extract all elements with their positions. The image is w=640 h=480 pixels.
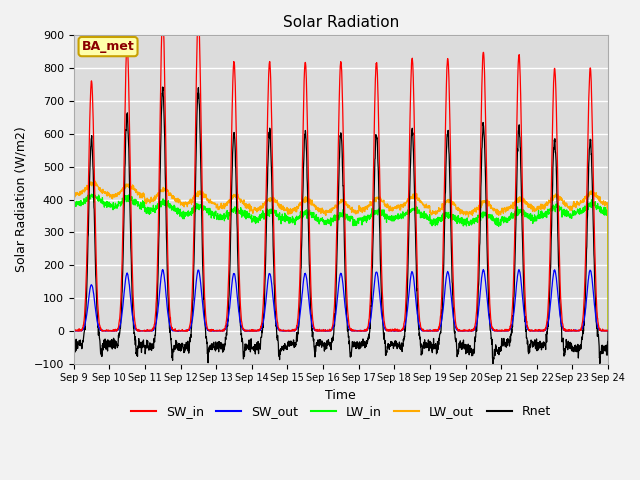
LW_in bbox=[572, 211, 580, 217]
SW_in bbox=[219, 327, 227, 333]
SW_out bbox=[572, 328, 580, 334]
SW_out bbox=[368, 306, 376, 312]
Text: BA_met: BA_met bbox=[82, 40, 134, 53]
LW_in bbox=[496, 222, 504, 228]
LW_in bbox=[70, 199, 77, 205]
Line: LW_out: LW_out bbox=[74, 181, 608, 331]
Line: LW_in: LW_in bbox=[74, 194, 608, 331]
SW_out bbox=[515, 267, 523, 273]
LW_in bbox=[604, 328, 612, 334]
Rnet bbox=[489, 363, 497, 369]
Rnet bbox=[604, 328, 612, 334]
SW_out bbox=[70, 328, 77, 334]
LW_in bbox=[88, 191, 95, 197]
Line: Rnet: Rnet bbox=[74, 87, 608, 366]
Rnet bbox=[572, 344, 580, 349]
LW_out bbox=[219, 205, 227, 211]
Rnet bbox=[356, 340, 364, 346]
SW_out bbox=[557, 321, 565, 327]
SW_in bbox=[159, 12, 166, 18]
Line: SW_out: SW_out bbox=[74, 270, 608, 331]
SW_in bbox=[604, 328, 612, 334]
SW_out bbox=[496, 328, 504, 334]
LW_out bbox=[572, 205, 580, 211]
LW_in bbox=[368, 210, 376, 216]
SW_in bbox=[70, 328, 77, 334]
SW_in bbox=[572, 328, 580, 334]
Rnet bbox=[368, 276, 376, 281]
LW_out bbox=[356, 204, 364, 210]
X-axis label: Time: Time bbox=[326, 389, 356, 402]
Rnet bbox=[557, 324, 565, 329]
Line: SW_in: SW_in bbox=[74, 15, 608, 331]
LW_out bbox=[91, 178, 99, 184]
SW_in bbox=[368, 245, 376, 251]
LW_out bbox=[557, 197, 565, 203]
LW_out bbox=[368, 202, 376, 208]
Rnet bbox=[497, 346, 504, 351]
SW_out bbox=[604, 327, 612, 333]
Rnet bbox=[159, 84, 166, 90]
SW_in bbox=[356, 328, 364, 334]
LW_in bbox=[356, 217, 364, 223]
SW_out bbox=[70, 328, 78, 334]
LW_in bbox=[557, 207, 565, 213]
SW_out bbox=[219, 328, 227, 334]
LW_in bbox=[219, 214, 227, 220]
LW_out bbox=[604, 328, 612, 334]
Legend: SW_in, SW_out, LW_in, LW_out, Rnet: SW_in, SW_out, LW_in, LW_out, Rnet bbox=[126, 400, 556, 423]
SW_in bbox=[557, 302, 565, 308]
LW_out bbox=[70, 192, 77, 198]
Title: Solar Radiation: Solar Radiation bbox=[283, 15, 399, 30]
SW_in bbox=[496, 327, 504, 333]
Y-axis label: Solar Radiation (W/m2): Solar Radiation (W/m2) bbox=[15, 127, 28, 273]
Rnet bbox=[219, 341, 227, 347]
Rnet bbox=[70, 336, 77, 341]
SW_out bbox=[356, 328, 364, 334]
LW_out bbox=[496, 210, 504, 216]
